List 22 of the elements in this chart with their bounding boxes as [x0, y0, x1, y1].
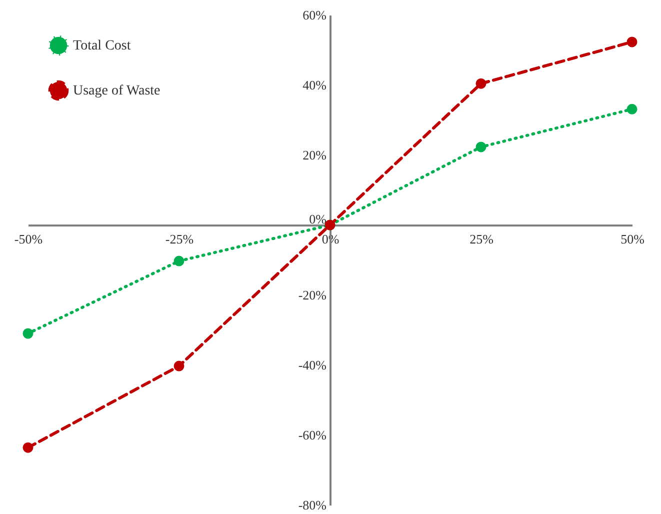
point	[626, 104, 638, 114]
point	[476, 78, 486, 89]
point	[476, 142, 486, 152]
y-tick-label: -20%	[298, 288, 327, 302]
point	[174, 360, 184, 372]
y-tick-label: 40%	[302, 78, 327, 92]
x-tick-label: -25%	[165, 232, 194, 246]
y-tick-label: 0%	[309, 212, 327, 226]
y-tick-label: -80%	[298, 498, 327, 512]
x-tick-label: 50%	[620, 232, 645, 246]
legend-label: Usage of Waste	[73, 84, 160, 98]
y-tick-label: 60%	[302, 8, 327, 22]
point	[22, 328, 34, 339]
point	[174, 256, 184, 266]
y-tick-label: -40%	[298, 358, 327, 372]
y-tick-label: -60%	[298, 428, 327, 442]
point	[626, 36, 638, 48]
y-tick-label: 20%	[302, 148, 327, 162]
x-tick-label: -50%	[14, 232, 43, 246]
legend-label: Total Cost	[73, 38, 131, 54]
x-tick-label: 25%	[470, 232, 494, 246]
point	[22, 442, 34, 453]
